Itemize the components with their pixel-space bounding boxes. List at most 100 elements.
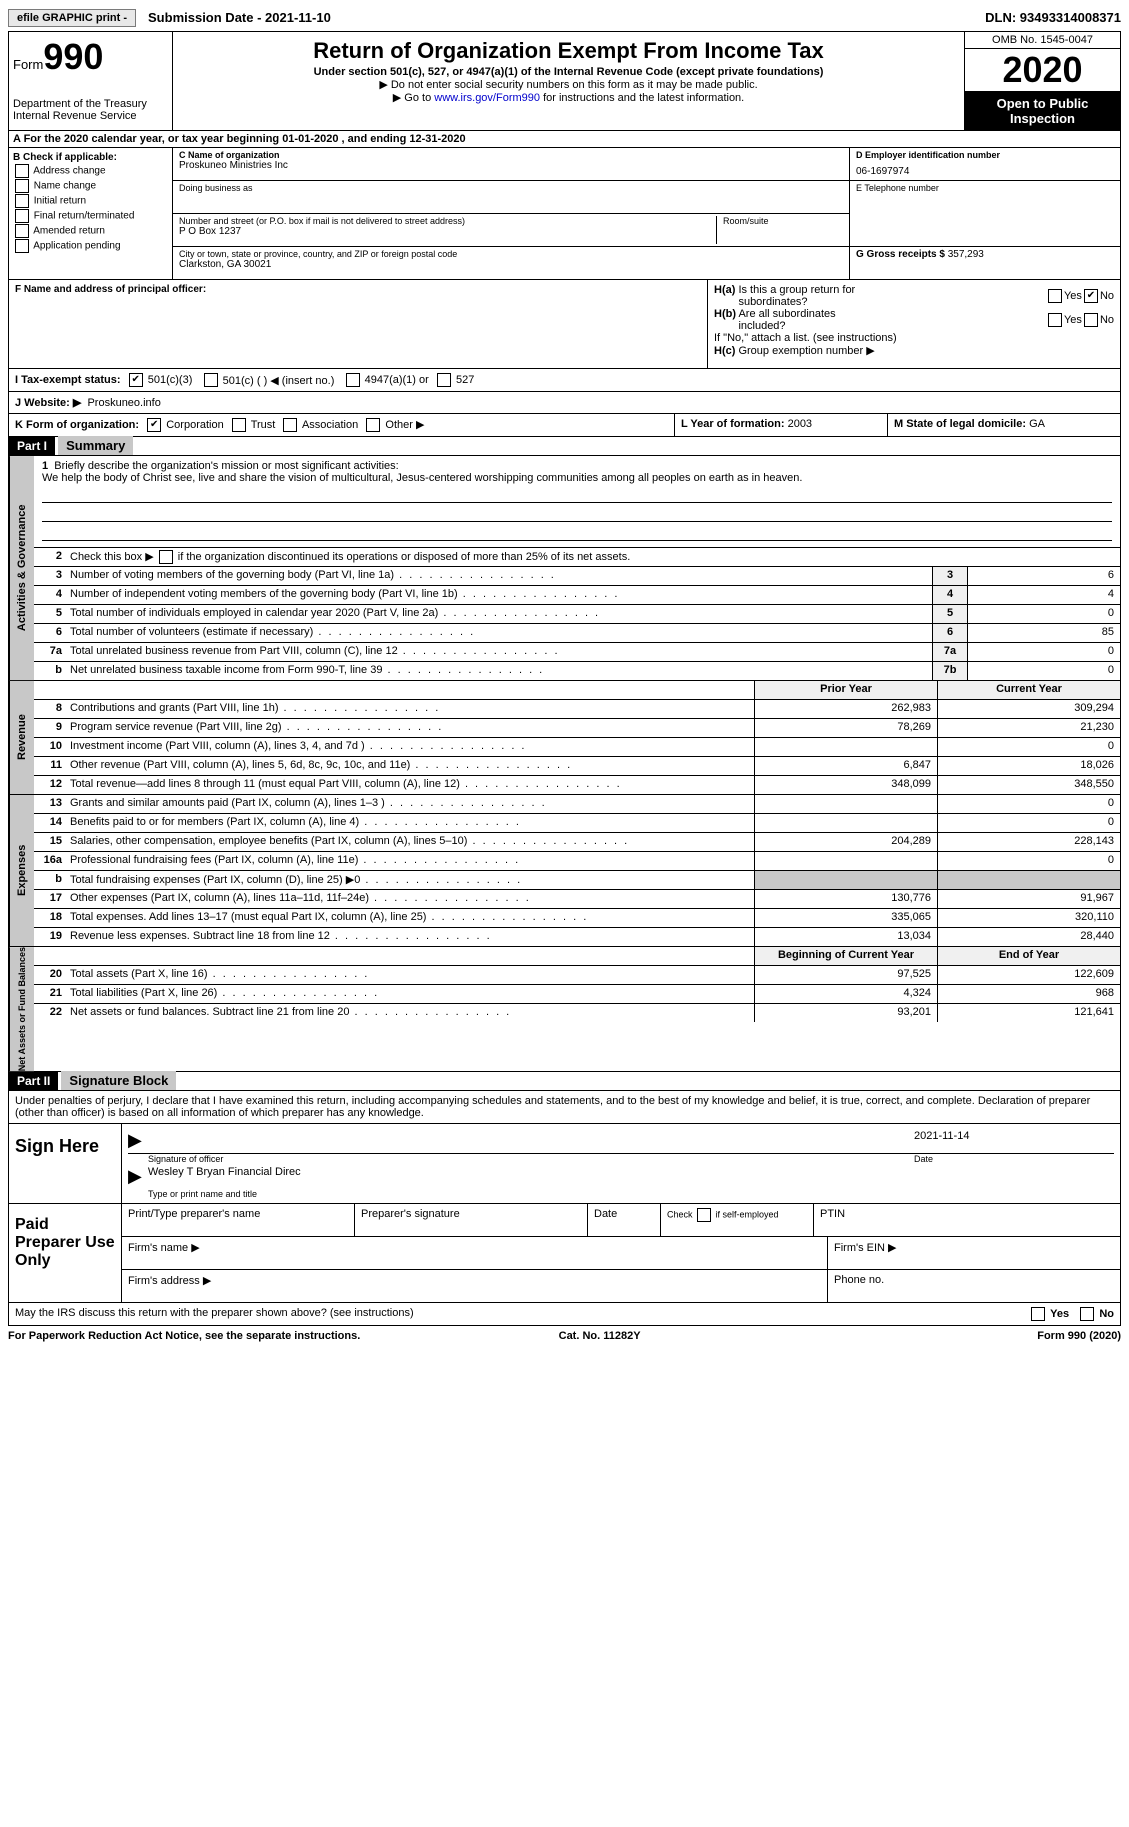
gov-line-6: 6Total number of volunteers (estimate if… (34, 624, 1120, 643)
form-number: Form990 (13, 36, 168, 78)
check-application-pending[interactable]: Application pending (13, 239, 168, 253)
discuss-row: May the IRS discuss this return with the… (8, 1303, 1121, 1326)
line-20: 20Total assets (Part X, line 16)97,52512… (34, 966, 1120, 985)
header-prior-year: Prior Year (754, 681, 937, 699)
line-15: 15Salaries, other compensation, employee… (34, 833, 1120, 852)
phone-label: E Telephone number (856, 183, 1114, 193)
ha-no[interactable] (1084, 289, 1098, 303)
line-12: 12Total revenue—add lines 8 through 11 (… (34, 776, 1120, 794)
date-label: Date (914, 1154, 1114, 1164)
line-21: 21Total liabilities (Part X, line 26)4,3… (34, 985, 1120, 1004)
ha-yes[interactable] (1048, 289, 1062, 303)
firm-ein: Firm's EIN ▶ (828, 1237, 1120, 1269)
part-i-title: Summary (58, 436, 133, 455)
vtab-governance: Activities & Governance (9, 456, 34, 680)
city-label: City or town, state or province, country… (179, 249, 843, 259)
dba-label: Doing business as (179, 183, 843, 193)
section-net-assets: Net Assets or Fund Balances Beginning of… (8, 947, 1121, 1072)
hb-yes[interactable] (1048, 313, 1062, 327)
block-b-c-d: B Check if applicable: Address change Na… (8, 148, 1121, 280)
paid-preparer-label: Paid Preparer Use Only (9, 1204, 122, 1302)
hb-no[interactable] (1084, 313, 1098, 327)
part-ii-title: Signature Block (61, 1071, 176, 1090)
line2-discontinued: Check this box ▶ if the organization dis… (66, 548, 1120, 566)
form-title: Return of Organization Exempt From Incom… (177, 38, 960, 64)
section-expenses: Expenses 13Grants and similar amounts pa… (8, 795, 1121, 947)
sign-date: 2021-11-14 (914, 1130, 1114, 1151)
sign-here-label: Sign Here (9, 1124, 122, 1203)
officer-name: Wesley T Bryan Financial Direc (148, 1166, 301, 1187)
check-self-employed[interactable] (697, 1208, 711, 1222)
check-other[interactable] (366, 418, 380, 432)
public-inspection: Open to Public Inspection (965, 92, 1120, 130)
signature-block: Under penalties of perjury, I declare th… (8, 1091, 1121, 1303)
check-corporation[interactable] (147, 418, 161, 432)
section-revenue: Revenue Prior Year Current Year 8Contrib… (8, 681, 1121, 795)
row-k-l-m: K Form of organization: Corporation Trus… (8, 414, 1121, 437)
discuss-yes[interactable] (1031, 1307, 1045, 1321)
mission-text: We help the body of Christ see, live and… (42, 472, 1112, 484)
line-9: 9Program service revenue (Part VIII, lin… (34, 719, 1120, 738)
omb-number: OMB No. 1545-0047 (965, 32, 1120, 49)
officer-label: F Name and address of principal officer: (15, 284, 701, 295)
line-b: bTotal fundraising expenses (Part IX, co… (34, 871, 1120, 890)
block-f-h: F Name and address of principal officer:… (8, 280, 1121, 369)
check-501c[interactable] (204, 373, 218, 387)
org-name-label: C Name of organization (179, 150, 843, 160)
header-current-year: Current Year (937, 681, 1120, 699)
line-17: 17Other expenses (Part IX, column (A), l… (34, 890, 1120, 909)
check-address-change[interactable]: Address change (13, 164, 168, 178)
check-amended[interactable]: Amended return (13, 224, 168, 238)
name-title-label: Type or print name and title (128, 1189, 1114, 1199)
line-10: 10Investment income (Part VIII, column (… (34, 738, 1120, 757)
dept-irs: Internal Revenue Service (13, 110, 168, 122)
check-association[interactable] (283, 418, 297, 432)
firm-name: Firm's name ▶ (122, 1237, 828, 1269)
check-discontinued[interactable] (159, 550, 173, 564)
form-header: Form990 Department of the Treasury Inter… (8, 31, 1121, 131)
prep-sig-label: Preparer's signature (355, 1204, 588, 1236)
part-ii-header: Part II (9, 1072, 58, 1090)
check-final-return[interactable]: Final return/terminated (13, 209, 168, 223)
gross-label: G Gross receipts $ (856, 249, 945, 260)
check-name-change[interactable]: Name change (13, 179, 168, 193)
firm-phone: Phone no. (828, 1270, 1120, 1302)
check-527[interactable] (437, 373, 451, 387)
check-initial-return[interactable]: Initial return (13, 194, 168, 208)
col-b-label: B Check if applicable: (13, 152, 168, 163)
header-beginning-year: Beginning of Current Year (754, 947, 937, 965)
room-label: Room/suite (723, 216, 843, 226)
note-link: ▶ Go to www.irs.gov/Form990 for instruct… (177, 91, 960, 104)
street-value: P O Box 1237 (179, 226, 710, 237)
arrow-icon: ▶ (128, 1130, 142, 1151)
check-trust[interactable] (232, 418, 246, 432)
line-18: 18Total expenses. Add lines 13–17 (must … (34, 909, 1120, 928)
row-a-tax-year: A For the 2020 calendar year, or tax yea… (8, 131, 1121, 148)
line-13: 13Grants and similar amounts paid (Part … (34, 795, 1120, 814)
part-i-header: Part I (9, 437, 55, 455)
ein-label: D Employer identification number (856, 150, 1114, 160)
gov-line-3: 3Number of voting members of the governi… (34, 567, 1120, 586)
form-subtitle: Under section 501(c), 527, or 4947(a)(1)… (177, 66, 960, 78)
top-toolbar: efile GRAPHIC print - Submission Date - … (8, 8, 1121, 27)
prep-date-label: Date (588, 1204, 661, 1236)
line-14: 14Benefits paid to or for members (Part … (34, 814, 1120, 833)
discuss-no[interactable] (1080, 1307, 1094, 1321)
cat-number: Cat. No. 11282Y (559, 1330, 641, 1342)
footer: For Paperwork Reduction Act Notice, see … (8, 1326, 1121, 1346)
line-16a: 16aProfessional fundraising fees (Part I… (34, 852, 1120, 871)
gov-line-7b: bNet unrelated business taxable income f… (34, 662, 1120, 680)
h-a-group-return: H(a) Is this a group return for subordin… (714, 284, 1114, 308)
check-501c3[interactable] (129, 373, 143, 387)
efile-print-button[interactable]: efile GRAPHIC print - (8, 9, 136, 27)
paperwork-notice: For Paperwork Reduction Act Notice, see … (8, 1330, 360, 1342)
h-b-subordinates: H(b) Are all subordinates included? Yes … (714, 308, 1114, 332)
prep-name-label: Print/Type preparer's name (122, 1204, 355, 1236)
dept-treasury: Department of the Treasury (13, 98, 168, 110)
row-i-exempt-status: I Tax-exempt status: 501(c)(3) 501(c) ( … (8, 369, 1121, 392)
prep-self-employed: Check if self-employed (661, 1204, 814, 1236)
tax-year: 2020 (965, 49, 1120, 92)
irs-link[interactable]: www.irs.gov/Form990 (434, 92, 540, 104)
line-22: 22Net assets or fund balances. Subtract … (34, 1004, 1120, 1022)
check-4947[interactable] (346, 373, 360, 387)
